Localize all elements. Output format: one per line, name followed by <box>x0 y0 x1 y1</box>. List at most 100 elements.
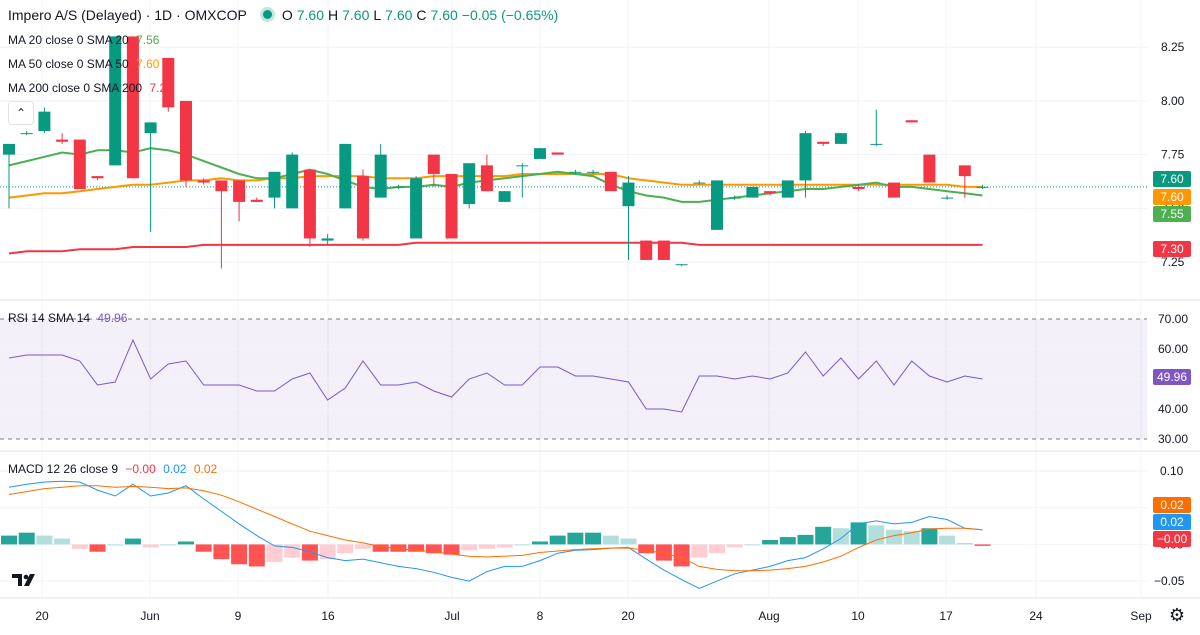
ma20-legend[interactable]: MA 20 close 0 SMA 20 7.56 <box>8 33 163 47</box>
candle-body <box>923 154 936 183</box>
macd-histogram-bar <box>425 544 442 554</box>
candle-body <box>781 180 794 198</box>
candle-body <box>73 139 86 190</box>
macd-histogram-bar <box>408 544 425 552</box>
candle-body <box>817 141 830 144</box>
candle-body <box>675 264 688 266</box>
candle-body <box>321 238 334 241</box>
candle-body <box>56 139 69 142</box>
candle-body <box>357 176 369 239</box>
candle-body <box>250 199 263 202</box>
settings-gear-icon[interactable]: ⚙ <box>1168 605 1186 625</box>
candle-body <box>480 165 493 192</box>
ma20-line <box>8 147 983 203</box>
rsi-label: RSI 14 SMA 14 <box>8 311 91 325</box>
symbol-title[interactable]: Impero A/S (Delayed) · 1D · OMXCOP <box>8 7 247 23</box>
candle-body <box>109 36 122 166</box>
candle-body <box>91 176 104 179</box>
macd-histogram-bar <box>797 534 814 545</box>
ma50-line <box>8 173 983 199</box>
ma200-line <box>8 241 983 255</box>
macd-histogram-bar <box>319 544 336 560</box>
rsi-legend[interactable]: RSI 14 SMA 14 49.96 <box>8 311 131 325</box>
macd-histogram-bar <box>744 544 761 546</box>
candle-body <box>657 240 670 260</box>
candle-body <box>233 180 246 202</box>
candle-body <box>374 154 387 198</box>
rsi-axis-label: 60.00 <box>1158 342 1188 356</box>
macd-line-value: 0.02 <box>163 462 187 476</box>
macd-histogram-bar <box>815 526 832 545</box>
macd-axis-label: 0.10 <box>1160 464 1184 478</box>
tradingview-logo-icon[interactable] <box>10 570 38 590</box>
macd-histogram-bar <box>1 535 17 545</box>
macd-histogram-bar <box>461 544 478 551</box>
candle-body <box>834 133 847 144</box>
price-axis-label: 8.25 <box>1161 40 1185 54</box>
macd-histogram-bar <box>231 544 248 565</box>
macd-histogram-bar <box>178 541 194 545</box>
macd-histogram-bar <box>691 544 708 558</box>
time-axis-label: 20 <box>621 609 635 623</box>
candle-body <box>38 111 51 131</box>
chevron-up-icon: ⌃ <box>15 106 27 120</box>
macd-histogram-bar <box>762 540 779 545</box>
candle-body <box>3 143 15 155</box>
candle-body <box>941 197 954 199</box>
candle-body <box>463 163 476 205</box>
ma50-legend[interactable]: MA 50 close 0 SMA 50 7.60 <box>8 57 163 71</box>
macd-signal-line <box>8 485 983 572</box>
low-value: 7.60 <box>385 7 413 23</box>
macd-histogram-bar <box>903 531 920 545</box>
macd-histogram-bar <box>974 544 991 546</box>
candle-body <box>976 186 989 188</box>
price-axis-label: 7.25 <box>1161 255 1185 269</box>
ma200-value: 7.28 <box>149 81 173 95</box>
macd-histogram-bar <box>585 532 602 545</box>
open-key: O <box>281 7 293 23</box>
candle-body <box>516 165 529 167</box>
candle-body <box>215 180 228 192</box>
candle-body <box>958 165 971 177</box>
macd-histogram-bar <box>673 544 690 567</box>
time-axis-label: Jul <box>444 609 459 623</box>
macd-label: MACD 12 26 close 9 <box>8 462 119 476</box>
time-axis-label: 17 <box>939 609 953 623</box>
macd-histogram-bar <box>372 544 389 552</box>
candle-body <box>551 152 564 155</box>
rsi-line <box>8 338 983 413</box>
rsi-axis-label: 40.00 <box>1158 402 1188 416</box>
candle-body <box>640 240 653 260</box>
time-axis-label: Jun <box>140 609 159 623</box>
collapse-legend-button[interactable]: ⌃ <box>8 101 34 125</box>
close-key: C <box>416 7 427 23</box>
macd-legend[interactable]: MACD 12 26 close 9 −0.00 0.02 0.02 <box>8 462 221 476</box>
macd-histogram-bar <box>655 544 672 561</box>
ma20-label: MA 20 close 0 SMA 20 <box>8 33 129 47</box>
candle-body <box>445 173 458 239</box>
price-axis-label: 7.75 <box>1161 148 1185 162</box>
macd-histogram-bar <box>248 544 265 567</box>
ma200-legend[interactable]: MA 200 close 0 SMA 200 7.28 <box>8 81 177 95</box>
time-axis-label: 10 <box>851 609 865 623</box>
macd-histogram-bar <box>638 544 655 554</box>
rsi-value-tag: 49.96 <box>1153 369 1191 385</box>
candle-body <box>852 186 865 190</box>
macd-histogram-bar <box>850 522 867 545</box>
time-axis-label: Sep <box>1130 609 1152 623</box>
time-axis-label: Aug <box>758 609 779 623</box>
ma50-label: MA 50 close 0 SMA 50 <box>8 57 129 71</box>
candle-body <box>905 120 918 123</box>
candle-body <box>144 122 157 134</box>
candle-body <box>870 143 883 145</box>
ma20-value: 7.56 <box>136 33 160 47</box>
change-value: −0.05 (−0.65%) <box>461 7 559 23</box>
macd-hist-tag: −0.00 <box>1153 531 1191 547</box>
candle-body <box>746 186 759 198</box>
time-axis-label: 16 <box>321 609 335 623</box>
rsi-value: 49.96 <box>97 311 128 325</box>
candle-body <box>888 182 900 198</box>
ma50-price-tag: 7.60 <box>1153 189 1191 205</box>
